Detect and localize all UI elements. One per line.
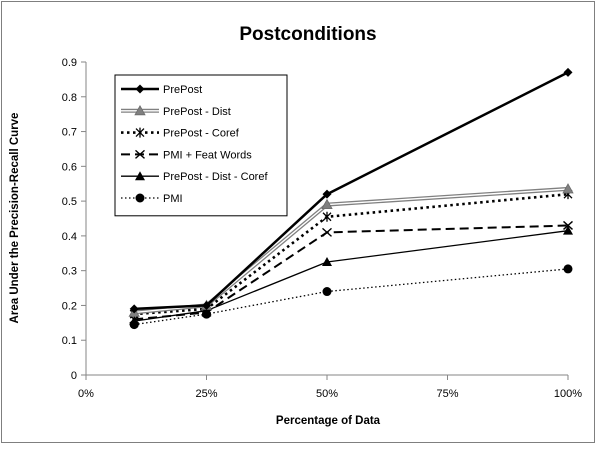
data-point-prepost (563, 67, 573, 77)
series-line-pmi (134, 268, 569, 326)
series-line-pmi-feat-words (134, 224, 569, 321)
data-point-pmi-feat-words (322, 227, 332, 237)
y-tick-label: 0.7 (62, 127, 77, 139)
chart-title: Postconditions (239, 24, 376, 45)
data-point-prepost (129, 304, 139, 314)
series-line-prepost-coref (134, 192, 569, 316)
legend-label-prepost-dist-coref: PrePost - Dist - Coref (163, 171, 268, 183)
data-point-pmi (563, 264, 573, 274)
data-point-prepost-dist-coref (322, 256, 332, 266)
legend: PrePost PrePost - Dist PrePost - Coref PMI … (114, 74, 288, 217)
data-point-prepost (322, 189, 332, 199)
x-tick-label: 0% (78, 388, 94, 400)
data-point-pmi-feat-words (563, 220, 573, 230)
legend-label-prepost-coref: PrePost - Coref (163, 128, 240, 140)
legend-label-prepost-dist: PrePost - Dist (163, 106, 231, 118)
data-point-prepost (202, 300, 211, 310)
data-point-prepost-dist-coref (563, 225, 573, 235)
legend-marker-prepost-dist (134, 104, 146, 116)
legend-label-prepost: PrePost (163, 84, 202, 96)
legend-marker-prepost-coref (135, 127, 145, 138)
legend-marker-pmi-feat-words (135, 149, 145, 159)
x-tick-label: 25% (195, 388, 217, 400)
plot-area: 0 0.1 0.2 0.3 0.4 0.5 0.6 0.7 0.8 0.9 0% 25% 50% 75% 1… (62, 57, 583, 400)
y-tick-label: 0.3 (62, 266, 77, 278)
y-tick-label: 0.9 (62, 57, 77, 69)
legend-marker-pmi (135, 193, 145, 203)
legend-marker-prepost (135, 84, 145, 94)
y-tick-label: 0.5 (62, 196, 77, 208)
series-line-prepost-dist (134, 188, 569, 314)
y-tick-label: 0.8 (62, 92, 77, 104)
data-point-pmi (322, 287, 332, 297)
y-tick-label: 0.2 (62, 300, 77, 312)
y-tick-label: 0.4 (62, 231, 77, 243)
chart-frame: Postconditions Area Under the Precision-… (1, 1, 595, 443)
x-tick-label: 100% (554, 388, 582, 400)
y-tick-label: 0.1 (62, 335, 77, 347)
data-point-prepost-coref (322, 211, 332, 222)
series-line-prepost (134, 71, 569, 311)
data-point-prepost-dist (562, 183, 574, 194)
y-tick-label: 0.6 (62, 161, 77, 173)
y-axis-label: Area Under the Precision-Recall Curve (9, 113, 21, 324)
data-point-prepost-dist (321, 198, 333, 209)
x-tick-label: 75% (436, 388, 458, 400)
data-point-prepost-dist-coref (129, 316, 140, 326)
x-axis-label: Percentage of Data (276, 415, 381, 427)
y-tick-label: 0 (71, 370, 77, 382)
x-tick-label: 50% (316, 388, 338, 400)
legend-marker-prepost-dist-coref (135, 171, 145, 181)
line-chart: Postconditions Area Under the Precision-… (9, 24, 583, 427)
legend-label-pmi: PMI (163, 193, 183, 205)
legend-label-pmi-feat-words: PMI + Feat Words (163, 149, 252, 161)
legend-box (114, 74, 288, 217)
